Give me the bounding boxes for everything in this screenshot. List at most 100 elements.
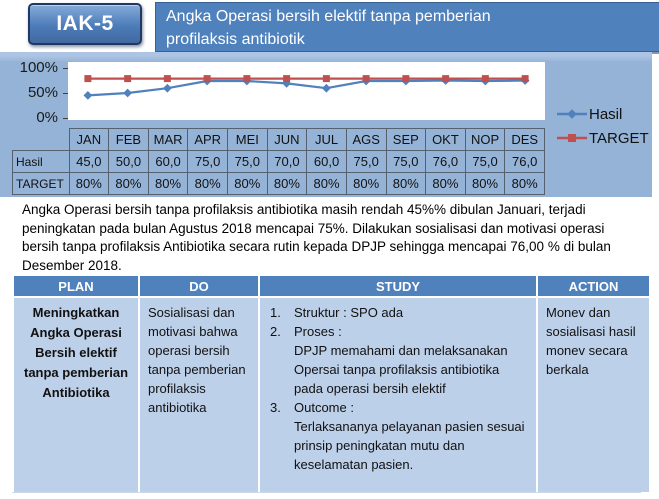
target-point-marker (203, 75, 211, 83)
y-axis-tick (63, 93, 68, 94)
pdsa-header-do: DO (140, 276, 258, 296)
page-title-line1: Angka Operasi bersih elektif tanpa pembe… (166, 8, 491, 25)
data-cell: 60,0 (306, 150, 347, 173)
target-point-marker (283, 75, 291, 83)
y-axis-tick (63, 68, 68, 69)
square-marker-icon (557, 134, 587, 142)
data-cell: 75,0 (227, 150, 268, 173)
monthly-data-table: JAN FEB MAR APR MEI JUN JUL AGS SEP OKT NOP DES Hasi… (12, 128, 545, 195)
legend-item-hasil: Hasil (557, 102, 649, 126)
data-cell: 75,0 (345, 150, 387, 173)
data-cell: 80% (504, 172, 545, 195)
data-cell: 76,0 (504, 150, 545, 173)
target-point-marker (362, 75, 370, 83)
pdsa-study-cell: 1. Struktur : SPO ada 2. Proses : DPJP memah… (260, 298, 536, 492)
pdsa-header-action: ACTION (538, 276, 649, 296)
data-cell: 70,0 (266, 150, 308, 173)
narrative-text: Angka Operasi bersih tanpa profilaksis a… (22, 202, 611, 273)
data-cell: 80% (385, 172, 427, 195)
data-row: TARGET 80% 80% 80% 80% 80% 80% 80% 80% 80% 80% 80% 8… (12, 172, 545, 195)
data-cell: 50,0 (108, 150, 149, 173)
hasil-point-marker (162, 83, 172, 93)
month-header-cell: JAN (68, 128, 110, 151)
y-axis-label-100: 100% (19, 59, 58, 76)
chart-legend: Hasil TARGET (557, 102, 649, 150)
data-cell: 80% (306, 172, 347, 195)
study-item-number: 2. (270, 324, 281, 339)
data-cell: 80% (68, 172, 110, 195)
page-title: Angka Operasi bersih elektif tanpa pembe… (155, 2, 659, 52)
hasil-point-marker (83, 91, 93, 100)
month-header-cell: AGS (345, 128, 387, 151)
y-axis-label-0: 0% (36, 109, 58, 126)
study-item-text: Struktur : SPO ada (294, 305, 404, 320)
pdsa-header-study: STUDY (260, 276, 536, 296)
row-label-cell: Hasil (12, 150, 70, 173)
pdsa-action-cell: Monev dan sosialisasi hasil monev secara… (538, 298, 649, 492)
chart-panel: 100% 50% 0% JAN FEB MAR APR MEI JUN JUL AGS SEP O… (0, 52, 652, 197)
month-header-cell: MEI (227, 128, 268, 151)
pdsa-header-row: PLAN DO STUDY ACTION (14, 276, 649, 296)
data-cell: 45,0 (68, 150, 110, 173)
month-header-cell: OKT (425, 128, 466, 151)
study-list-item: 2. Proses : DPJP memahami dan melaksanakan… (270, 322, 528, 398)
study-list-item: 1. Struktur : SPO ada (270, 303, 528, 322)
month-header-cell: SEP (385, 128, 427, 151)
legend-item-target: TARGET (557, 126, 649, 150)
legend-label: TARGET (589, 129, 649, 147)
hasil-point-marker (321, 83, 331, 93)
data-cell: 75,0 (464, 150, 506, 173)
study-item-text: Outcome : Terlaksananya pelayanan pasien … (294, 400, 525, 472)
month-header-row: JAN FEB MAR APR MEI JUN JUL AGS SEP OKT NOP DES (13, 128, 545, 151)
month-header-cell: JUL (306, 128, 347, 151)
data-cell: 75,0 (385, 150, 427, 173)
diamond-marker-icon (557, 109, 587, 119)
data-cell: 80% (108, 172, 149, 195)
pdsa-body-row: Meningkatkan Angka Operasi Bersih elekti… (14, 298, 649, 492)
corner-cell (13, 129, 70, 151)
target-point-marker (402, 75, 410, 83)
target-point-marker (84, 75, 92, 83)
row-label-cell: TARGET (12, 172, 70, 195)
pdsa-table: PLAN DO STUDY ACTION Meningkatkan Angka … (12, 274, 651, 494)
y-axis-tick (63, 118, 68, 119)
pdsa-do-cell: Sosialisasi dan motivasi bahwa operasi b… (140, 298, 258, 492)
data-cell: 80% (425, 172, 466, 195)
target-point-marker (442, 75, 450, 83)
study-list-item: 3. Outcome : Terlaksananya pelayanan pasie… (270, 398, 528, 474)
study-item-text: Proses : DPJP memahami dan melaksanakan O… (294, 324, 508, 396)
hasil-point-marker (123, 88, 133, 98)
data-cell: 80% (147, 172, 189, 195)
pdsa-header-plan: PLAN (14, 276, 138, 296)
data-cell: 80% (345, 172, 387, 195)
bottom-divider (12, 492, 641, 493)
pdsa-plan-cell: Meningkatkan Angka Operasi Bersih elekti… (14, 298, 138, 492)
data-cell: 80% (227, 172, 268, 195)
month-header-cell: FEB (108, 128, 149, 151)
study-item-number: 3. (270, 400, 281, 415)
data-cell: 80% (464, 172, 506, 195)
target-point-marker (243, 75, 251, 83)
indicator-badge: IAK-5 (28, 3, 142, 45)
data-row: Hasil 45,0 50,0 60,0 75,0 75,0 70,0 60,0 75,0 75,… (12, 150, 545, 173)
data-cell: 76,0 (425, 150, 466, 173)
month-header-cell: MAR (147, 128, 189, 151)
month-header-cell: NOP (464, 128, 506, 151)
target-point-marker (163, 75, 171, 83)
data-cell: 60,0 (147, 150, 189, 173)
page-title-line2: profilaksis antibiotik (166, 31, 305, 48)
data-cell: 75,0 (187, 150, 228, 173)
month-header-cell: JUN (266, 128, 308, 151)
target-point-marker (124, 75, 132, 83)
target-point-marker (481, 75, 489, 83)
data-cell: 80% (187, 172, 228, 195)
month-header-cell: DES (504, 128, 545, 151)
legend-label: Hasil (589, 105, 623, 123)
y-axis-label-50: 50% (27, 84, 58, 101)
month-header-cell: APR (187, 128, 228, 151)
data-cell: 80% (266, 172, 308, 195)
target-point-marker (521, 75, 529, 83)
study-item-number: 1. (270, 305, 281, 320)
line-chart (68, 62, 545, 120)
